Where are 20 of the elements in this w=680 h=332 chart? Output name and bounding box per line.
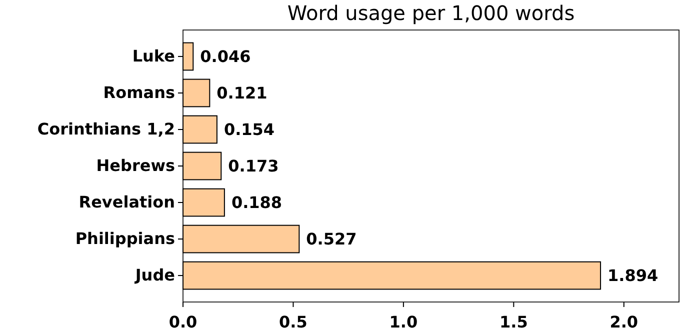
data-label: 0.173 [228,156,279,176]
y-tick-label: Revelation [78,192,175,212]
y-tick-label: Luke [132,46,176,66]
y-tick-label: Philippians [75,229,175,248]
data-label: 0.121 [216,84,268,103]
chart-title: Word usage per 1,000 words [287,1,575,25]
data-label: 1.894 [608,266,658,286]
x-tick-label: 0.0 [168,312,198,332]
x-tick-label: 1.5 [499,312,528,332]
y-tick-label: Jude [134,266,176,285]
data-label: 0.527 [306,230,357,249]
data-label: 0.188 [231,193,282,212]
x-tick-label: 1.0 [389,312,418,332]
data-label: 0.046 [200,47,251,66]
x-tick-label: 2.0 [610,312,638,332]
x-tick-label: 0.5 [279,312,308,332]
y-tick-label: Corinthians 1,2 [37,120,175,139]
data-label: 0.154 [224,120,275,140]
y-tick-label: Romans [103,83,175,102]
y-tick-label: Hebrews [96,156,175,176]
